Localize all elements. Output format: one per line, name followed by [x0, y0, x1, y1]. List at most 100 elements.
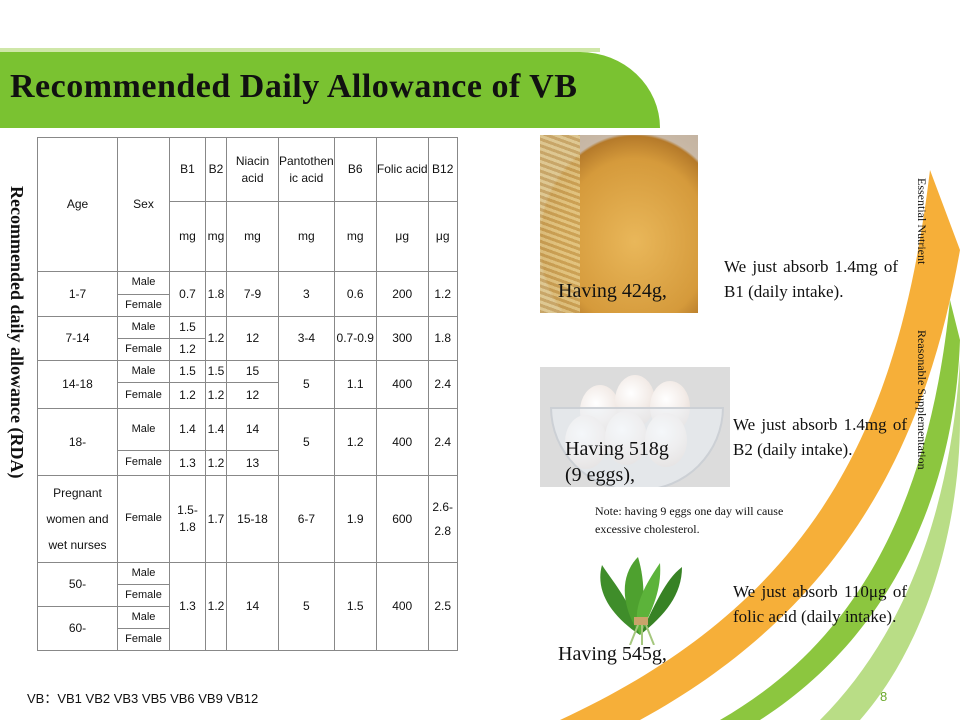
header-b2: B2: [205, 137, 227, 202]
table-row: Female: [38, 628, 458, 651]
cell-pantothenic: 5: [278, 408, 335, 476]
header-pantothenic: Pantothen ic acid: [278, 137, 335, 202]
cell-b1: 1.5-1.8: [169, 475, 206, 563]
cell-sex: Male: [117, 316, 170, 339]
header-b6: B6: [333, 137, 377, 202]
cell-sex: Male: [117, 606, 170, 629]
cell-b2: 1.2: [205, 450, 227, 476]
cell-b6: 1.2: [333, 408, 377, 476]
cell-niacin: 15-18: [226, 475, 279, 563]
unit-b2: mg: [205, 201, 227, 272]
cell-sex: Female: [117, 382, 170, 409]
cell-age: 18-: [37, 408, 118, 476]
cell-folic: 400: [375, 360, 429, 409]
header-b1: B1: [169, 137, 206, 202]
table-row: 60- Male: [37, 606, 458, 651]
cell-niacin: 14: [226, 562, 279, 651]
cell-pantothenic: 5: [278, 562, 335, 651]
table-row: 18- Male 1.4 1.4 14 5 1.2 400 2.4: [37, 408, 458, 476]
table-row: Pregnant women and wet nurses Female 1.5…: [37, 475, 458, 563]
cell-pantothenic: 3: [278, 271, 335, 317]
cell-folic: 200: [375, 271, 429, 317]
header-row: Age Sex B1 B2 Niacin acid Pantothen ic a…: [37, 137, 458, 272]
unit-b6: mg: [333, 201, 377, 272]
table-row: 50- Male 1.3 1.2 14 5 1.5 400 2.5: [37, 562, 458, 651]
cell-age: 60-: [37, 606, 118, 651]
header-sex: Sex: [117, 137, 170, 272]
cell-niacin: 12: [226, 316, 279, 361]
eggs-photo: [540, 367, 730, 487]
title-band: [0, 48, 660, 128]
unit-b12: μg: [427, 201, 458, 272]
cell-b12: 1.2: [427, 271, 458, 317]
cell-sex: Female: [117, 294, 170, 317]
cell-b12: 2.6-2.8: [427, 475, 458, 563]
cell-b6: 1.9: [333, 475, 377, 563]
cell-b2: 1.4: [205, 408, 227, 451]
cell-b1: 1.3: [169, 450, 206, 476]
cell-pantothenic: 5: [278, 360, 335, 409]
absorb-b1-text: We just absorb 1.4mg of B1 (daily intake…: [724, 257, 898, 301]
cell-sex: Female: [117, 628, 170, 651]
unit-folic: μg: [375, 201, 429, 272]
cell-age: 7-14: [37, 316, 118, 361]
cell-b1: 1.3: [169, 562, 206, 651]
cell-folic: 400: [375, 562, 429, 651]
cell-b12: 2.4: [427, 408, 458, 476]
cell-folic: 300: [375, 316, 429, 361]
header-b12: B12: [427, 137, 458, 202]
table-row: 7-14 Male 1.5 1.2 12 3-4 0.7-0.9 300 1.8: [37, 316, 458, 361]
table-row: 1-7 Male 0.7 1.8 7-9 3 0.6 200 1.2: [37, 271, 458, 317]
cell-sex: Male: [117, 408, 170, 451]
absorb-folic-text: We just absorb 110μg of folic acid (dail…: [733, 582, 907, 626]
cell-b1: 1.2: [169, 338, 206, 361]
cell-b2: 1.2: [205, 562, 227, 651]
cell-sex: Male: [117, 360, 170, 383]
cell-sex: Female: [117, 584, 170, 607]
cell-age: 14-18: [37, 360, 118, 409]
cell-niacin: 12: [226, 382, 279, 409]
cell-sex: Male: [117, 271, 170, 295]
unit-niacin: mg: [226, 201, 279, 272]
cell-niacin: 14: [226, 408, 279, 451]
footer-vb-list: VB：VB1 VB2 VB3 VB5 VB6 VB9 VB12: [27, 691, 259, 706]
cell-sex: Male: [117, 562, 170, 585]
cell-niacin: 15: [226, 360, 279, 383]
cell-b1: 1.4: [169, 408, 206, 451]
cell-b6: 1.5: [333, 562, 377, 651]
cell-b6: 0.6: [333, 271, 377, 317]
cell-pantothenic: 6-7: [278, 475, 335, 563]
cell-b1: 1.5: [169, 316, 206, 339]
cell-age: 50-: [37, 562, 118, 607]
header-age: Age: [37, 137, 118, 272]
unit-b1: mg: [169, 201, 206, 272]
cell-pantothenic: 3-4: [278, 316, 335, 361]
cell-b2: 1.5: [205, 360, 227, 383]
cell-b12: 2.4: [427, 360, 458, 409]
cell-b2: 1.2: [205, 316, 227, 361]
cell-niacin: 7-9: [226, 271, 279, 317]
leafy-greens-photo: [600, 557, 682, 645]
side-label-essential: Essential Nutrient: [915, 178, 929, 265]
cell-b1: 1.5: [169, 360, 206, 383]
cell-age: Pregnant women and wet nurses: [37, 475, 118, 563]
cell-niacin: 13: [226, 450, 279, 476]
rda-table: Age Sex B1 B2 Niacin acid Pantothen ic a…: [37, 137, 458, 651]
greens-caption: Having 545g,: [558, 643, 667, 665]
cell-sex: Female: [117, 338, 170, 361]
cell-b2: 1.2: [205, 382, 227, 409]
eggs-caption: Having 518g (9 eggs),: [565, 436, 669, 488]
cell-b12: 1.8: [427, 316, 458, 361]
page-title: Recommended Daily Allowance of VB: [10, 68, 578, 105]
cell-b6: 0.7-0.9: [333, 316, 377, 361]
eggs-caption-line1: Having 518g: [565, 438, 669, 460]
cornmeal-caption: Having 424g,: [558, 280, 667, 302]
side-label-reasonable: Reasonable Supplementation: [915, 330, 929, 470]
table-row: 14-18 Male 1.5 1.5 15 5 1.1 400 2.4: [37, 360, 458, 409]
cell-b2: 1.8: [205, 271, 227, 317]
unit-pantothenic: mg: [278, 201, 335, 272]
page-number: 8: [880, 689, 888, 704]
cell-b1: 1.2: [169, 382, 206, 409]
cornmeal-photo: [540, 135, 698, 313]
